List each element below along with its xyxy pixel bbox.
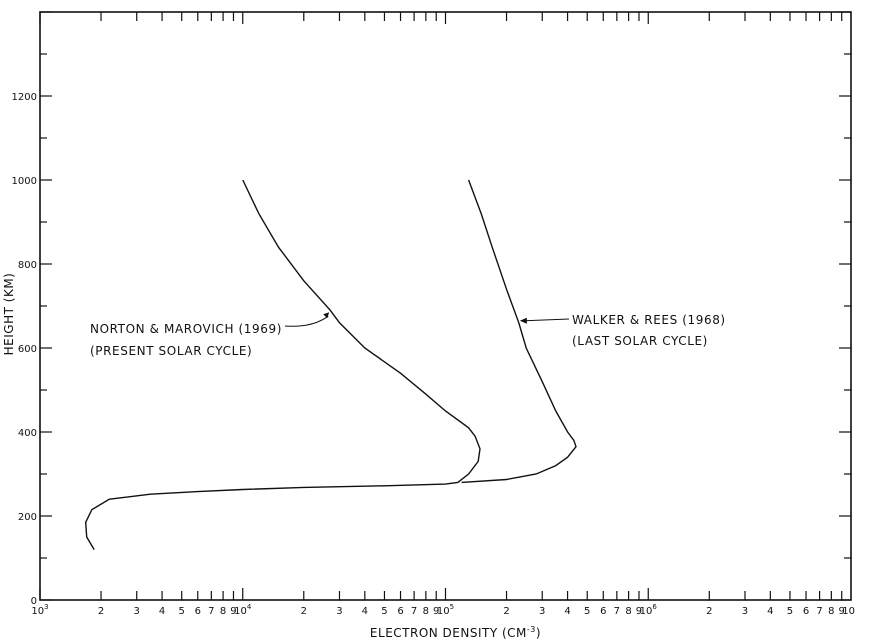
annotation-norton-leader <box>284 315 329 327</box>
y-tick-label: 600 <box>18 344 37 355</box>
annotation-walker-leader <box>524 318 570 322</box>
x-tick-label: 9 <box>230 606 236 617</box>
x-tick-label: 8 <box>423 606 429 617</box>
curves <box>84 179 577 550</box>
annotation-walker-arrowhead <box>519 317 527 324</box>
y-tick-label: 1200 <box>12 92 37 103</box>
x-tick-label: 9 <box>839 606 845 617</box>
plot-frame <box>39 11 852 601</box>
x-tick-label: 6 <box>600 606 606 617</box>
x-tick-label: 5 <box>787 606 793 617</box>
x-tick-label: 6 <box>397 606 403 617</box>
series-line-1 <box>84 179 481 550</box>
x-tick-label: 4 <box>767 606 773 617</box>
x-tick-label: 5 <box>381 606 387 617</box>
y-tick-label: 200 <box>18 512 37 523</box>
x-tick-label: 7 <box>411 606 417 617</box>
x-tick-label: 6 <box>195 606 201 617</box>
x-decade-label: 106 <box>640 603 658 617</box>
x-tick-label: 3 <box>539 606 545 617</box>
x-tick-label: 9 <box>433 606 439 617</box>
x-tick-label: 8 <box>220 606 226 617</box>
x-tick-label: 2 <box>98 606 104 617</box>
x-decade-label: 105 <box>437 603 454 617</box>
y-tick-label: 800 <box>18 260 37 271</box>
annotation-norton-note: (PRESENT SOLAR CYCLE) <box>90 344 252 358</box>
x-decade-label: 104 <box>234 603 252 617</box>
x-tick-label: 3 <box>742 606 748 617</box>
x-tick-label: 5 <box>584 606 590 617</box>
x-tick-label: 4 <box>564 606 570 617</box>
x-axis-title: ELECTRON DENSITY (CM-3) <box>370 625 541 640</box>
y-tick-label: 0 <box>31 596 37 607</box>
x-tick-label: 8 <box>828 606 834 617</box>
series-line-2 <box>461 179 577 484</box>
x-tick-label: 7 <box>816 606 822 617</box>
x-tick-label: 9 <box>636 606 642 617</box>
x-tick-label: 4 <box>159 606 165 617</box>
annotation-norton-arrowhead <box>323 312 330 319</box>
annotation-norton-title: NORTON & MAROVICH (1969) <box>90 322 282 336</box>
x-tick-label: 8 <box>625 606 631 617</box>
annotations: NORTON & MAROVICH (1969) (PRESENT SOLAR C… <box>90 312 726 358</box>
x-tick-label: 2 <box>706 606 712 617</box>
x-tick-label: 2 <box>301 606 307 617</box>
y-tick-label: 1000 <box>12 176 37 187</box>
x-tick-label: 4 <box>362 606 368 617</box>
x-tick-label: 5 <box>179 606 185 617</box>
annotation-walker-title: WALKER & REES (1968) <box>572 313 726 327</box>
y-tick-label: 400 <box>18 428 37 439</box>
x-tick-label: 3 <box>134 606 140 617</box>
x-tick-label: 2 <box>503 606 509 617</box>
annotation-walker-note: (LAST SOLAR CYCLE) <box>572 334 708 348</box>
x-tick-label: 7 <box>614 606 620 617</box>
x-tick-label: 3 <box>336 606 342 617</box>
y-axis-title: HEIGHT (KM) <box>2 273 16 356</box>
x-tick-label: 7 <box>208 606 214 617</box>
x-tick-label: 6 <box>803 606 809 617</box>
x-decade-label: 10 <box>842 606 855 617</box>
